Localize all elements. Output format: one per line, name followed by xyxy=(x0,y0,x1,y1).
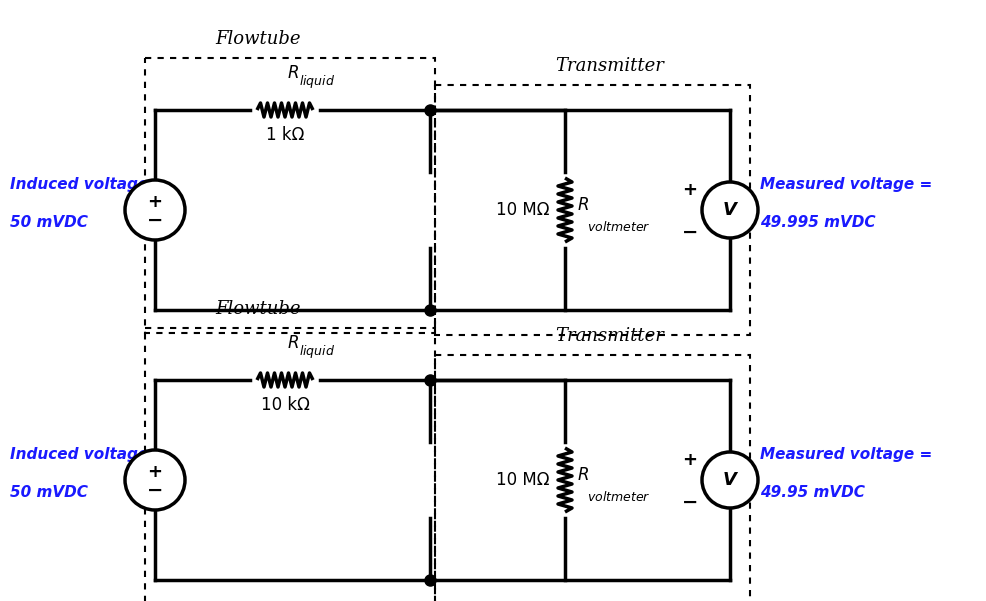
Text: Induced voltage =: Induced voltage = xyxy=(10,447,166,462)
Text: +: + xyxy=(681,181,697,199)
Text: Flowtube: Flowtube xyxy=(215,30,301,48)
Text: Transmitter: Transmitter xyxy=(555,327,664,345)
Text: Flowtube: Flowtube xyxy=(215,300,301,318)
Text: +: + xyxy=(681,451,697,469)
Text: 49.95 mVDC: 49.95 mVDC xyxy=(759,485,864,500)
Text: +: + xyxy=(147,193,163,211)
Text: 49.995 mVDC: 49.995 mVDC xyxy=(759,215,875,230)
Text: $R$: $R$ xyxy=(577,466,589,483)
Bar xyxy=(145,58,435,333)
Bar xyxy=(435,355,749,601)
Text: V: V xyxy=(723,471,737,489)
Bar xyxy=(145,328,435,601)
Text: $\mathit{liquid}$: $\mathit{liquid}$ xyxy=(299,73,335,90)
Text: 10 MΩ: 10 MΩ xyxy=(496,471,549,489)
Text: 50 mVDC: 50 mVDC xyxy=(10,215,88,230)
Text: +: + xyxy=(147,463,163,481)
Circle shape xyxy=(701,182,757,238)
Circle shape xyxy=(125,450,184,510)
Text: V: V xyxy=(723,201,737,219)
Text: $\mathit{voltmeter}$: $\mathit{voltmeter}$ xyxy=(587,490,650,504)
Text: −: − xyxy=(681,492,697,511)
Circle shape xyxy=(125,180,184,240)
Text: 50 mVDC: 50 mVDC xyxy=(10,485,88,500)
Text: Measured voltage =: Measured voltage = xyxy=(759,447,932,462)
Text: −: − xyxy=(681,222,697,242)
Text: $R$: $R$ xyxy=(287,65,299,82)
Bar xyxy=(435,85,749,335)
Text: 10 kΩ: 10 kΩ xyxy=(260,396,310,414)
Text: $R$: $R$ xyxy=(287,335,299,352)
Text: $\mathit{liquid}$: $\mathit{liquid}$ xyxy=(299,343,335,360)
Text: Measured voltage =: Measured voltage = xyxy=(759,177,932,192)
Text: Transmitter: Transmitter xyxy=(555,57,664,75)
Text: 1 kΩ: 1 kΩ xyxy=(265,126,304,144)
Text: −: − xyxy=(147,210,163,230)
Text: $\mathit{voltmeter}$: $\mathit{voltmeter}$ xyxy=(587,220,650,234)
Text: −: − xyxy=(147,481,163,499)
Circle shape xyxy=(701,452,757,508)
Text: $R$: $R$ xyxy=(577,197,589,213)
Text: 10 MΩ: 10 MΩ xyxy=(496,201,549,219)
Text: Induced voltage =: Induced voltage = xyxy=(10,177,166,192)
